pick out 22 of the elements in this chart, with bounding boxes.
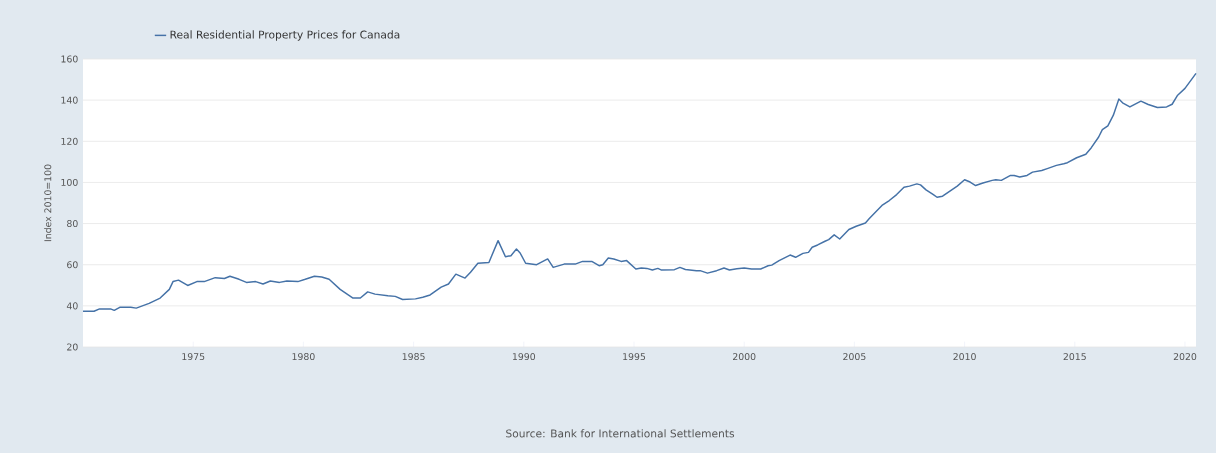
x-tick-label: 2015	[1063, 352, 1086, 360]
legend-label: Real Residential Property Prices for Canada	[170, 30, 400, 41]
y-tick-label: 60	[67, 261, 78, 269]
y-tick-label: 120	[61, 137, 78, 145]
x-tick-label: 2020	[1173, 352, 1197, 360]
y-tick-label: 160	[61, 55, 78, 63]
source-note: Source: Bank for International Settlements	[506, 429, 735, 438]
x-tick-label: 1975	[182, 352, 205, 360]
x-tick-label: 2000	[733, 352, 756, 360]
y-tick-label: 80	[67, 219, 78, 227]
y-axis-title: Index 2010=100	[44, 164, 52, 241]
x-tick-label: 2010	[953, 352, 976, 360]
x-tick-label: 2005	[843, 352, 866, 360]
y-tick-label: 100	[61, 178, 78, 186]
x-tick-label: 1980	[292, 352, 315, 360]
line-series	[82, 72, 1197, 312]
y-tick-label: 140	[61, 96, 78, 104]
y-tick-label: 20	[67, 343, 78, 351]
x-tick-label: 1990	[512, 352, 536, 360]
x-tick-label: 1985	[402, 352, 425, 360]
x-tick-label: 1995	[623, 352, 646, 360]
y-tick-label: 40	[66, 302, 78, 310]
